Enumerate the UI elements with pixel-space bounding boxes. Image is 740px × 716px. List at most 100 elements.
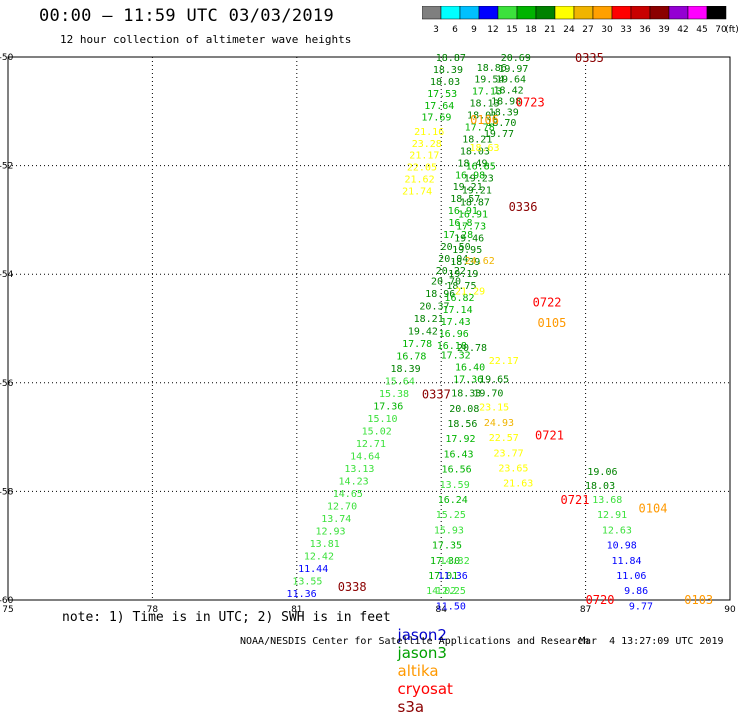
wave-height-jason3: 19.65 [479, 374, 509, 385]
wave-height-jason3: 15.10 [367, 414, 397, 425]
wave-height-s3a: 11.50 [436, 601, 466, 612]
legend-label: 30 [601, 25, 613, 35]
wave-height-altika: 21.29 [455, 286, 485, 297]
legend-label: 33 [620, 25, 631, 35]
wave-height-jason3: 18.96 [425, 289, 455, 300]
wave-height-jason3: 20.04 [438, 254, 468, 265]
wave-height-jason3: 14.23 [339, 477, 369, 488]
wave-height-altika: 23.15 [479, 403, 509, 414]
satellite-s3a: s3a [397, 698, 425, 716]
wave-height-jason3: 19.42 [408, 327, 438, 338]
wave-height-jason3: 16.18 [437, 341, 467, 352]
wave-height-jason3: 17.14 [443, 305, 473, 316]
pass-time-label: 0103 [684, 593, 713, 607]
wave-height-jason3: 17.13 [472, 87, 502, 98]
wave-height-jason3: 17.36 [373, 402, 403, 413]
y-tick-label: -56 [0, 379, 14, 389]
legend-label: 12 [487, 25, 498, 35]
legend-unit: (ft) [725, 25, 739, 35]
wave-height-jason3: 20.78 [457, 343, 487, 354]
x-tick-label: 87 [580, 605, 591, 615]
wave-height-jason3: 18.39 [489, 107, 519, 118]
wave-height-jason3: 19.21 [453, 182, 483, 193]
legend-label: 21 [544, 25, 555, 35]
wave-height-jason3: 17.78 [465, 123, 495, 134]
wave-height-altika: 21.63 [503, 479, 533, 490]
wave-height-jason3: 19.77 [484, 129, 514, 140]
wave-height-altika: 22.57 [489, 433, 519, 444]
wave-height-jason2: 9.77 [629, 601, 653, 612]
wave-height-altika: 21.62 [404, 175, 434, 186]
wave-height-jason3: 15.93 [434, 525, 464, 536]
wave-height-jason3: 19.95 [452, 245, 482, 256]
y-tick-label: -54 [0, 270, 14, 280]
wave-height-jason3: 12.71 [356, 439, 386, 450]
wave-height-jason2: 10.98 [607, 541, 637, 552]
wave-height-jason2: 11.06 [616, 571, 646, 582]
wave-height-jason3: 20.69 [501, 53, 531, 64]
wave-height-jason3: 16.8 [448, 218, 472, 229]
wave-height-jason3: 17.64 [424, 101, 454, 112]
wave-height-jason3: 19.70 [473, 389, 503, 400]
pass-time-label: 0105 [537, 316, 566, 330]
wave-height-jason3: 12.63 [602, 525, 632, 536]
wave-height-jason3: 12.42 [304, 551, 334, 562]
legend-label: 39 [658, 25, 670, 35]
wave-height-jason3: 17.28 [443, 230, 473, 241]
wave-height-jason3: 18.39 [450, 257, 480, 268]
wave-height-jason3: 12.93 [315, 526, 345, 537]
wave-height-jason3: 18.39 [433, 65, 463, 76]
wave-height-jason3: 16.85 [466, 162, 496, 173]
legend-label: 24 [563, 25, 575, 35]
wave-height-jason3: 16.43 [443, 449, 473, 460]
wave-height-jason3: 16.56 [442, 465, 472, 476]
wave-height-jason3: 19.64 [496, 75, 526, 86]
legend-label: 3 [433, 25, 439, 35]
wave-height-jason3: 17.32 [441, 351, 471, 362]
wave-height-jason3: 18.86 [477, 63, 507, 74]
wave-height-jason3: 17.69 [421, 113, 451, 124]
pass-time-label: 0104 [639, 502, 668, 516]
pass-time-label: 0337 [422, 388, 451, 402]
legend-label: 6 [452, 25, 458, 35]
note-text: note: 1) Time is in UTC; 2) SWH is in fe… [62, 610, 391, 625]
wave-height-altika: 23.65 [498, 464, 528, 475]
wave-height-jason3: 18.98 [491, 96, 521, 107]
wave-height-altika: 22.17 [489, 356, 519, 367]
wave-height-jason3: 13.81 [310, 539, 340, 550]
wave-height-jason2: 11.36 [438, 571, 468, 582]
wave-height-altika: 24.93 [484, 418, 514, 429]
chart-title: 00:00 – 11:59 UTC 03/03/2019 [39, 6, 334, 26]
wave-height-altika: 21.16 [414, 127, 444, 138]
wave-height-jason3: 19.21 [462, 185, 492, 196]
satellite-cryosat: cryosat [397, 680, 453, 698]
wave-height-jason3: 14.65 [333, 489, 363, 500]
wave-height-jason3: 16.96 [439, 329, 469, 340]
wave-height-jason3: 18.13 [469, 99, 499, 110]
wave-height-jason3: 18.75 [446, 281, 476, 292]
wave-height-jason3: 13.13 [344, 464, 374, 475]
wave-height-jason3: 12.91 [597, 510, 627, 521]
legend-label: 70 [715, 25, 727, 35]
legend-label: 27 [582, 25, 593, 35]
wave-height-jason3: 16.24 [438, 495, 468, 506]
plot-frame [7, 56, 731, 601]
wave-height-jason3: 18.57 [450, 194, 480, 205]
wave-height-jason3: 19.54 [474, 75, 504, 86]
x-tick-label: 78 [147, 605, 159, 615]
y-tick-label: -60 [0, 596, 14, 606]
wave-height-jason3: 18.39 [391, 364, 421, 375]
wave-height-jason3: 17.92 [445, 434, 475, 445]
x-tick-label: 75 [2, 605, 13, 615]
color-scale-legend: 3 6 9 12 15 18 21 24 27 30 33 36 39 42 45 70(ft) [422, 6, 739, 35]
wave-height-jason2: 9.86 [624, 586, 648, 597]
wave-height-jason3: 16.82 [444, 293, 474, 304]
wave-height-jason3: 13.74 [321, 514, 351, 525]
pass-time-label: 0336 [509, 200, 538, 214]
chart-subtitle: 12 hour collection of altimeter wave hei… [60, 33, 352, 46]
wave-height-s3a: 12.25 [436, 586, 466, 597]
wave-height-jason3: 20.70 [431, 277, 461, 288]
legend-label: 9 [471, 25, 477, 35]
wave-height-jason3: 18.70 [486, 118, 516, 129]
wave-height-jason3: 16.91 [458, 209, 488, 220]
